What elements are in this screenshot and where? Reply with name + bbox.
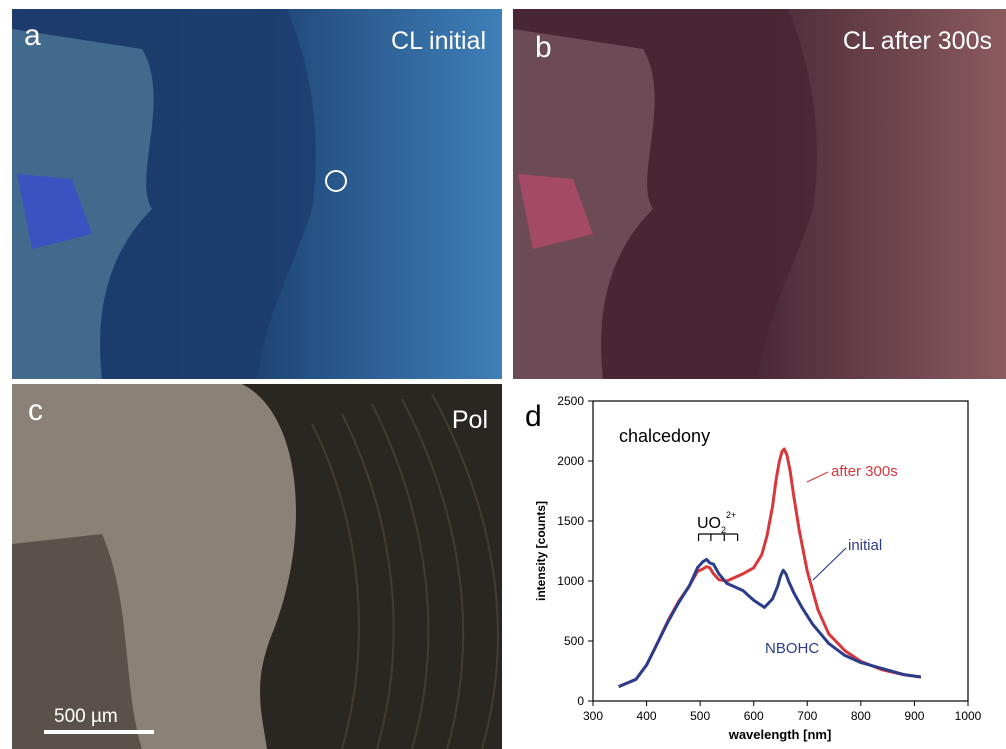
scale-bar: [44, 730, 154, 734]
x-tick-label-5: 800: [851, 709, 871, 723]
panel-d-letter: d: [525, 400, 542, 433]
uo2-label-subscript: 2: [721, 525, 726, 535]
y-tick-label-4: 2000: [557, 454, 584, 468]
panel-c-letter: c: [28, 394, 43, 427]
y-tick-label-1: 500: [564, 634, 584, 648]
y-tick-label-0: 0: [577, 694, 584, 708]
uo2-label-superscript: 2+: [726, 510, 736, 520]
panel-d-spectrum: 300 400 500 600 700 800 900 1000 0 500 1000 1500 200…: [513, 384, 1006, 749]
plot-frame: [592, 400, 969, 702]
scale-bar-label: 500 µm: [54, 706, 118, 727]
spectrum-chart: 300 400 500 600 700 800 900 1000 0 500 1000 1500 200…: [525, 394, 982, 742]
y-axis-label: intensity [counts]: [534, 501, 548, 601]
polarized-image: [12, 384, 502, 749]
panel-a-caption: CL initial: [391, 27, 486, 55]
x-tick-label-2: 500: [690, 709, 710, 723]
panel-a-cl-initial: a CL initial: [12, 9, 502, 379]
x-tick-label-7: 1000: [955, 709, 982, 723]
panel-b-caption: CL after 300s: [842, 27, 992, 55]
series-line-initial: [618, 557, 922, 688]
analysis-spot-circle: [325, 170, 347, 192]
x-tick-label-0: 300: [583, 709, 603, 723]
y-tick-label-5: 2500: [557, 394, 584, 408]
panel-a-letter: a: [24, 19, 41, 52]
annotation-after-300s: after 300s: [831, 463, 898, 480]
y-tick-label-3: 1500: [557, 514, 584, 528]
cl-initial-image: [12, 9, 502, 379]
x-tick-label-3: 600: [744, 709, 764, 723]
uo2-label: UO: [697, 515, 721, 532]
chart-title: chalcedony: [619, 426, 710, 446]
annotation-initial: initial: [848, 537, 882, 554]
x-tick-label-4: 700: [797, 709, 817, 723]
panel-c-caption: Pol: [451, 406, 488, 434]
x-axis-label: wavelength [nm]: [728, 727, 832, 742]
annotation-after-300s-leader: [806, 471, 829, 483]
panel-b-letter: b: [535, 31, 552, 64]
panel-b-cl-after: b CL after 300s: [513, 9, 1006, 379]
y-tick-label-2: 1000: [557, 574, 584, 588]
panel-c-polarized: c Pol 500 µm: [12, 384, 502, 749]
x-tick-label-6: 900: [904, 709, 924, 723]
x-tick-label-1: 400: [637, 709, 657, 723]
annotation-nbohc: NBOHC: [765, 640, 819, 657]
annotation-initial-leader: [812, 547, 847, 581]
cl-after-image: [513, 9, 1006, 379]
